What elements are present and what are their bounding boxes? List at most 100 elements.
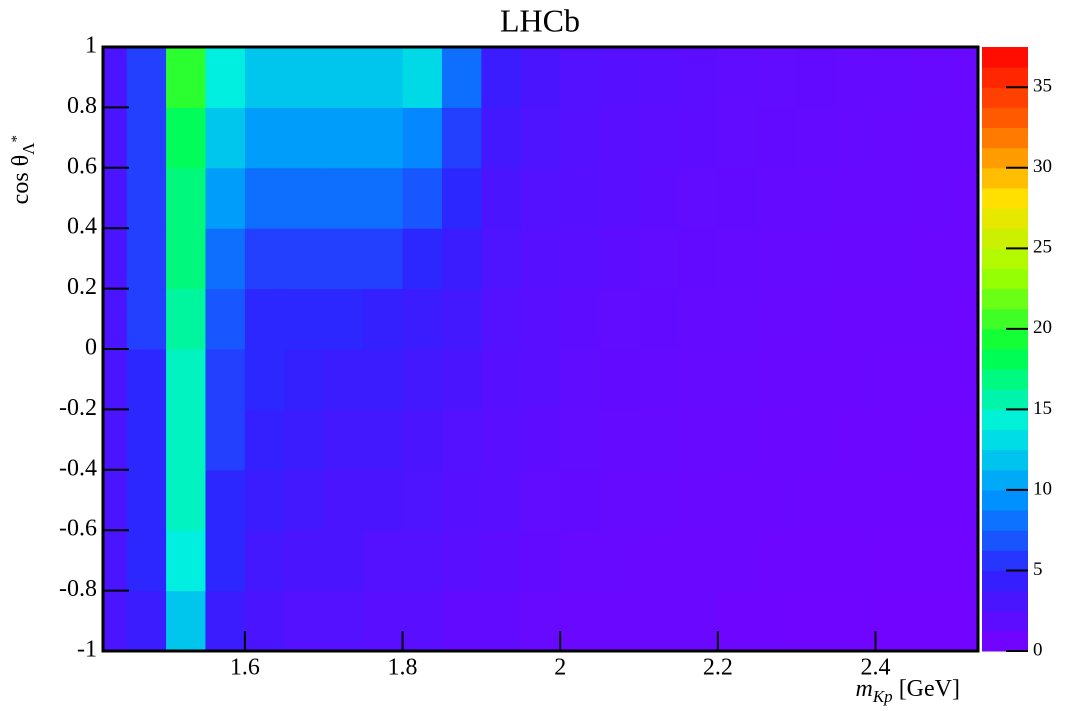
colorbar-band [982, 630, 1028, 652]
heat-cell [481, 409, 522, 471]
heat-cell [520, 409, 561, 471]
heat-cell [717, 107, 758, 169]
heat-cell [323, 349, 364, 410]
colorbar-band [982, 510, 1028, 531]
heat-cell [836, 409, 877, 471]
heat-cell [599, 349, 640, 410]
heat-cell [757, 469, 798, 531]
heat-cell [914, 228, 955, 290]
colorbar-band [982, 187, 1028, 209]
heat-cell [402, 107, 443, 169]
heat-cell [166, 228, 206, 290]
heat-cell [103, 409, 128, 471]
heat-cell [836, 288, 877, 350]
heat-cell [481, 530, 522, 592]
heat-cell [599, 590, 640, 652]
heat-cell [166, 107, 206, 169]
colorbar-band [982, 550, 1028, 571]
heat-cell [284, 409, 325, 471]
x-tick-label: 1.6 [230, 655, 260, 681]
heat-cell [126, 107, 167, 169]
heat-cell [560, 288, 601, 350]
heat-cell [323, 469, 364, 531]
heat-cell [166, 409, 206, 471]
heat-cell [954, 409, 979, 471]
heat-cell [560, 349, 601, 410]
heat-cell [796, 590, 837, 652]
y-tick-label: 0.6 [67, 153, 97, 179]
heat-cell [126, 228, 167, 290]
heat-cell [678, 469, 719, 531]
heat-cell [166, 530, 206, 592]
colorbar-band [982, 369, 1028, 390]
heat-cell [205, 530, 246, 592]
heat-cell [244, 409, 285, 471]
heat-cell [836, 590, 877, 652]
heat-cell [914, 409, 955, 471]
x-label-sub: Kp [872, 687, 893, 706]
heat-cell [103, 47, 128, 108]
heat-cell [284, 228, 325, 290]
heat-cell [363, 590, 404, 652]
heat-cell [836, 107, 877, 169]
heat-cell [875, 107, 916, 169]
heat-cell [796, 349, 837, 410]
y-tick-label: -0.2 [59, 395, 97, 421]
heat-cell [363, 47, 404, 108]
heat-cell [284, 47, 325, 108]
heat-cell [284, 167, 325, 229]
heat-cell [244, 288, 285, 350]
heat-cell [284, 590, 325, 652]
heat-cell [402, 47, 443, 108]
heat-cell [836, 167, 877, 229]
heat-cell [796, 409, 837, 471]
heat-cell [441, 288, 482, 350]
heat-cell [205, 469, 246, 531]
heat-cell [481, 590, 522, 652]
heat-cell [402, 349, 443, 410]
heat-cell [244, 228, 285, 290]
heat-cell [875, 349, 916, 410]
heat-cell [103, 469, 128, 531]
chart-title: LHCb [500, 2, 580, 38]
heat-cell [441, 530, 482, 592]
heat-cell [560, 409, 601, 471]
heat-cell [363, 107, 404, 169]
heat-cell [323, 228, 364, 290]
heat-cell [126, 47, 167, 108]
heat-cell [954, 47, 979, 108]
heat-cell [914, 167, 955, 229]
heat-cell [639, 47, 679, 108]
heat-cell [323, 167, 364, 229]
colorbar-tick-label: 15 [1033, 398, 1052, 419]
y-tick-label: -0.6 [59, 516, 97, 542]
heat-cell [678, 288, 719, 350]
colorbar-tick-label: 35 [1033, 76, 1052, 97]
heat-cell [757, 47, 798, 108]
heat-cell [639, 349, 679, 410]
heat-cell [103, 167, 128, 229]
heat-cell [717, 288, 758, 350]
heat-cell [126, 590, 167, 652]
heat-cell [717, 409, 758, 471]
heat-cell [441, 107, 482, 169]
colorbar-band [982, 167, 1028, 189]
heat-cell [520, 228, 561, 290]
y-tick-label: -0.4 [59, 455, 97, 481]
heat-cell [836, 47, 877, 108]
heat-cell [875, 228, 916, 290]
heat-cell [205, 228, 246, 290]
heat-cell [914, 288, 955, 350]
heat-cell [560, 107, 601, 169]
heat-cell [717, 530, 758, 592]
colorbar-band [982, 107, 1028, 129]
y-tick-label: 0 [85, 335, 97, 361]
heat-cell [560, 167, 601, 229]
heat-cell [875, 530, 916, 592]
heat-cell [599, 409, 640, 471]
heat-cell [717, 47, 758, 108]
heat-cell [205, 590, 246, 652]
heat-cell [639, 107, 679, 169]
heat-cell [244, 47, 285, 108]
heat-cell [678, 47, 719, 108]
